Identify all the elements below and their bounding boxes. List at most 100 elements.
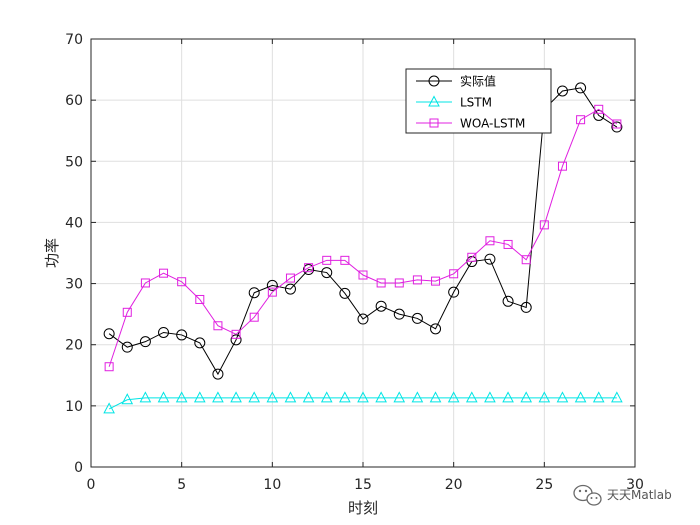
data-point bbox=[266, 391, 279, 403]
data-point bbox=[393, 308, 405, 320]
ticks-x: 0 5 10 15 20 25 30 bbox=[87, 39, 644, 493]
data-point bbox=[502, 391, 514, 403]
ticks-y: 0 10 20 30 40 50 60 70 bbox=[65, 32, 635, 476]
data-point bbox=[611, 121, 623, 133]
legend-item: 实际值 bbox=[416, 74, 496, 89]
y-tick-label: 0 bbox=[74, 460, 83, 476]
data-point bbox=[121, 393, 134, 405]
x-axis-label: 时刻 bbox=[348, 499, 378, 517]
data-point bbox=[104, 362, 114, 372]
series-layer bbox=[103, 82, 623, 414]
data-point bbox=[592, 391, 605, 403]
wechat-icon bbox=[573, 484, 602, 506]
data-point bbox=[158, 326, 170, 338]
data-point bbox=[394, 278, 404, 288]
data-point bbox=[267, 287, 277, 297]
data-point bbox=[449, 269, 459, 279]
data-point bbox=[611, 391, 623, 403]
data-point bbox=[411, 312, 423, 324]
data-point bbox=[248, 391, 261, 403]
series-triangle bbox=[103, 391, 623, 414]
watermark-text: 天天Matlab bbox=[607, 488, 672, 502]
data-point bbox=[284, 391, 297, 403]
data-point bbox=[339, 391, 351, 403]
legend-item: WOA-LSTM bbox=[416, 117, 525, 131]
data-point bbox=[304, 263, 314, 273]
data-point bbox=[357, 391, 369, 403]
data-point bbox=[139, 391, 152, 403]
data-point bbox=[575, 82, 587, 94]
data-point bbox=[612, 119, 622, 129]
data-point bbox=[139, 336, 151, 348]
data-point bbox=[357, 313, 369, 325]
data-point bbox=[213, 321, 223, 331]
data-point bbox=[230, 391, 242, 403]
data-point bbox=[358, 270, 368, 280]
data-point bbox=[520, 301, 532, 313]
data-point bbox=[231, 329, 241, 339]
data-point bbox=[159, 268, 169, 278]
legend-items: 实际值 LSTM WOA-LSTM bbox=[416, 74, 525, 131]
x-tick-label: 15 bbox=[354, 477, 372, 493]
data-point bbox=[557, 161, 567, 171]
data-point bbox=[429, 391, 442, 403]
legend-marker bbox=[429, 118, 439, 128]
data-point bbox=[465, 391, 478, 403]
data-point bbox=[340, 255, 350, 265]
x-tick-label: 30 bbox=[626, 477, 644, 493]
data-point bbox=[431, 276, 441, 286]
data-point bbox=[521, 255, 531, 265]
data-point bbox=[411, 391, 424, 403]
data-point bbox=[175, 391, 188, 403]
legend-marker bbox=[428, 95, 440, 107]
data-point bbox=[303, 264, 315, 276]
data-point bbox=[339, 287, 351, 299]
y-tick-label: 30 bbox=[65, 277, 83, 293]
x-tick-label: 0 bbox=[87, 477, 96, 493]
data-point bbox=[322, 255, 332, 265]
legend-marker bbox=[428, 75, 440, 87]
data-point bbox=[576, 115, 586, 125]
data-point bbox=[502, 295, 514, 307]
data-point bbox=[593, 109, 605, 121]
legend-label: 实际值 bbox=[460, 74, 496, 89]
data-point bbox=[302, 391, 315, 403]
data-point bbox=[485, 236, 495, 246]
data-point bbox=[103, 328, 115, 340]
data-point bbox=[375, 391, 387, 403]
data-point bbox=[412, 275, 422, 285]
data-point bbox=[284, 283, 296, 295]
data-point bbox=[285, 273, 295, 283]
data-point bbox=[195, 294, 205, 304]
y-axis-label: 功率 bbox=[43, 238, 61, 268]
data-point bbox=[484, 391, 496, 403]
data-point bbox=[574, 391, 587, 403]
legend: 实际值 LSTM WOA-LSTM bbox=[405, 68, 552, 134]
data-point bbox=[320, 391, 333, 403]
y-tick-label: 20 bbox=[65, 338, 83, 354]
x-tick-label: 5 bbox=[177, 477, 186, 493]
y-tick-label: 70 bbox=[65, 32, 83, 48]
series-line bbox=[108, 397, 617, 410]
x-tick-label: 25 bbox=[535, 477, 553, 493]
data-point bbox=[212, 391, 224, 403]
data-point bbox=[375, 300, 387, 312]
data-point bbox=[321, 267, 333, 279]
data-point bbox=[503, 239, 513, 249]
data-point bbox=[140, 278, 150, 288]
y-tick-label: 10 bbox=[65, 399, 83, 415]
data-point bbox=[448, 286, 460, 298]
watermark: 天天Matlab bbox=[573, 484, 672, 506]
data-point bbox=[556, 85, 568, 97]
data-point bbox=[266, 279, 278, 291]
series-line bbox=[108, 87, 618, 376]
data-point bbox=[447, 391, 460, 403]
data-point bbox=[376, 278, 386, 288]
data-point bbox=[121, 341, 133, 353]
legend-label: LSTM bbox=[460, 96, 492, 110]
legend-item: LSTM bbox=[416, 95, 492, 110]
grid-y bbox=[91, 99, 635, 407]
data-point bbox=[594, 104, 604, 114]
data-point bbox=[248, 287, 260, 299]
y-tick-label: 60 bbox=[65, 93, 83, 109]
